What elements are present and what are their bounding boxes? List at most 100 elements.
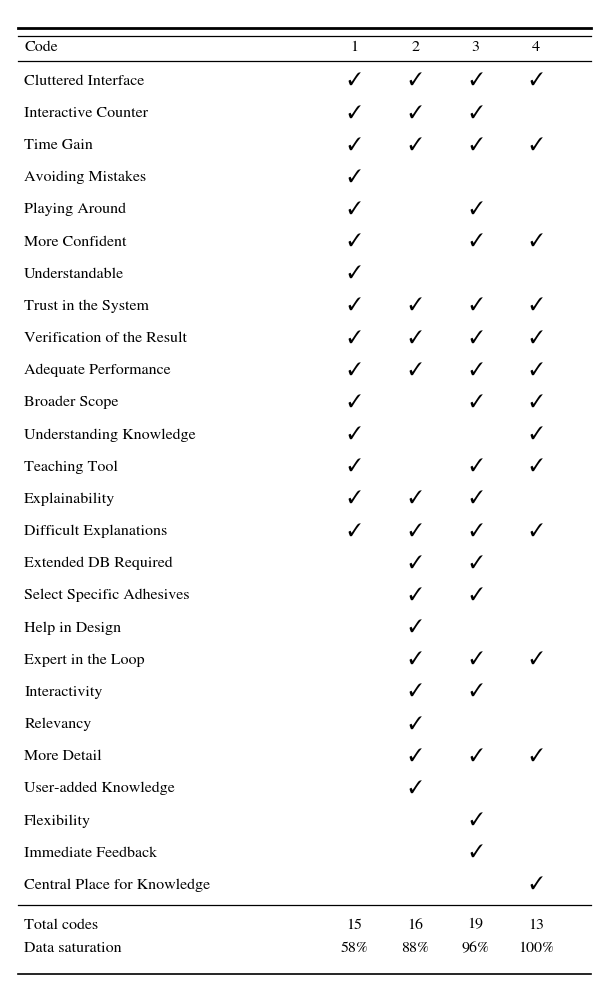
Text: Immediate Feedback: Immediate Feedback — [24, 846, 157, 860]
Text: ✓: ✓ — [348, 73, 361, 89]
Text: ✓: ✓ — [408, 330, 422, 346]
Text: ✓: ✓ — [469, 555, 482, 572]
Text: Broader Scope: Broader Scope — [24, 396, 119, 409]
Text: More Confident: More Confident — [24, 236, 127, 248]
Text: Data saturation: Data saturation — [24, 942, 122, 955]
Text: Extended DB Required: Extended DB Required — [24, 557, 173, 570]
Text: ✓: ✓ — [469, 588, 482, 603]
Text: Time Gain: Time Gain — [24, 139, 93, 152]
Text: ✓: ✓ — [469, 73, 482, 89]
Text: 100%: 100% — [518, 942, 554, 955]
Text: Understanding Knowledge: Understanding Knowledge — [24, 428, 196, 442]
Text: ✓: ✓ — [469, 106, 482, 121]
Text: ✓: ✓ — [348, 330, 361, 346]
Text: ✓: ✓ — [348, 491, 361, 507]
Text: 96%: 96% — [462, 942, 490, 955]
Text: ✓: ✓ — [408, 524, 422, 539]
Text: 15: 15 — [347, 918, 362, 932]
Text: 1: 1 — [350, 40, 359, 54]
Text: ✓: ✓ — [469, 299, 482, 315]
Text: ✓: ✓ — [469, 363, 482, 379]
Text: Select Specific Adhesives: Select Specific Adhesives — [24, 589, 190, 602]
Text: Trust in the System: Trust in the System — [24, 300, 149, 313]
Text: ✓: ✓ — [530, 330, 543, 346]
Text: Avoiding Mistakes: Avoiding Mistakes — [24, 171, 147, 184]
Text: Help in Design: Help in Design — [24, 621, 121, 635]
Text: 58%: 58% — [341, 942, 368, 955]
Text: ✓: ✓ — [469, 459, 482, 475]
Text: ✓: ✓ — [348, 394, 361, 411]
Text: ✓: ✓ — [469, 748, 482, 764]
Text: ✓: ✓ — [348, 459, 361, 475]
Text: 19: 19 — [468, 918, 484, 932]
Text: ✓: ✓ — [469, 137, 482, 154]
Text: Relevancy: Relevancy — [24, 718, 92, 731]
Text: Teaching Tool: Teaching Tool — [24, 460, 118, 473]
Text: ✓: ✓ — [348, 202, 361, 218]
Text: ✓: ✓ — [530, 137, 543, 154]
Text: ✓: ✓ — [408, 73, 422, 89]
Text: Flexibility: Flexibility — [24, 814, 92, 827]
Text: ✓: ✓ — [530, 652, 543, 668]
Text: ✓: ✓ — [530, 427, 543, 443]
Text: Total codes: Total codes — [24, 918, 98, 932]
Text: Verification of the Result: Verification of the Result — [24, 331, 187, 345]
Text: ✓: ✓ — [469, 812, 482, 829]
Text: ✓: ✓ — [408, 363, 422, 379]
Text: ✓: ✓ — [408, 717, 422, 733]
Text: ✓: ✓ — [408, 106, 422, 121]
Text: ✓: ✓ — [408, 684, 422, 700]
Text: Central Place for Knowledge: Central Place for Knowledge — [24, 879, 210, 891]
Text: ✓: ✓ — [408, 137, 422, 154]
Text: ✓: ✓ — [348, 106, 361, 121]
Text: ✓: ✓ — [408, 620, 422, 636]
Text: ✓: ✓ — [408, 588, 422, 603]
Text: Cluttered Interface: Cluttered Interface — [24, 75, 144, 88]
Text: ✓: ✓ — [530, 878, 543, 893]
Text: ✓: ✓ — [530, 524, 543, 539]
Text: ✓: ✓ — [408, 652, 422, 668]
Text: ✓: ✓ — [348, 299, 361, 315]
Text: ✓: ✓ — [348, 427, 361, 443]
Text: ✓: ✓ — [469, 652, 482, 668]
Text: User-added Knowledge: User-added Knowledge — [24, 782, 175, 796]
Text: Adequate Performance: Adequate Performance — [24, 364, 171, 378]
Text: ✓: ✓ — [469, 330, 482, 346]
Text: ✓: ✓ — [469, 202, 482, 218]
Text: ✓: ✓ — [469, 394, 482, 411]
Text: 2: 2 — [411, 40, 419, 54]
Text: ✓: ✓ — [530, 234, 543, 249]
Text: ✓: ✓ — [469, 491, 482, 507]
Text: ✓: ✓ — [530, 73, 543, 89]
Text: Understandable: Understandable — [24, 267, 124, 281]
Text: 88%: 88% — [401, 942, 429, 955]
Text: ✓: ✓ — [469, 684, 482, 700]
Text: ✓: ✓ — [348, 524, 361, 539]
Text: ✓: ✓ — [530, 394, 543, 411]
Text: ✓: ✓ — [469, 845, 482, 861]
Text: Code: Code — [24, 40, 58, 54]
Text: ✓: ✓ — [348, 266, 361, 282]
Text: ✓: ✓ — [530, 459, 543, 475]
Text: ✓: ✓ — [530, 748, 543, 764]
Text: ✓: ✓ — [530, 363, 543, 379]
Text: ✓: ✓ — [348, 170, 361, 185]
Text: Difficult Explanations: Difficult Explanations — [24, 525, 167, 538]
Text: 4: 4 — [532, 40, 541, 54]
Text: Interactive Counter: Interactive Counter — [24, 106, 148, 120]
Text: Expert in the Loop: Expert in the Loop — [24, 654, 145, 667]
Text: 13: 13 — [528, 918, 544, 932]
Text: Explainability: Explainability — [24, 493, 116, 506]
Text: ✓: ✓ — [530, 299, 543, 315]
Text: ✓: ✓ — [408, 748, 422, 764]
Text: ✓: ✓ — [408, 299, 422, 315]
Text: 3: 3 — [471, 40, 480, 54]
Text: ✓: ✓ — [469, 234, 482, 249]
Text: ✓: ✓ — [348, 137, 361, 154]
Text: More Detail: More Detail — [24, 749, 102, 763]
Text: ✓: ✓ — [348, 234, 361, 249]
Text: ✓: ✓ — [408, 491, 422, 507]
Text: ✓: ✓ — [408, 781, 422, 797]
Text: 16: 16 — [407, 918, 423, 932]
Text: Interactivity: Interactivity — [24, 685, 102, 699]
